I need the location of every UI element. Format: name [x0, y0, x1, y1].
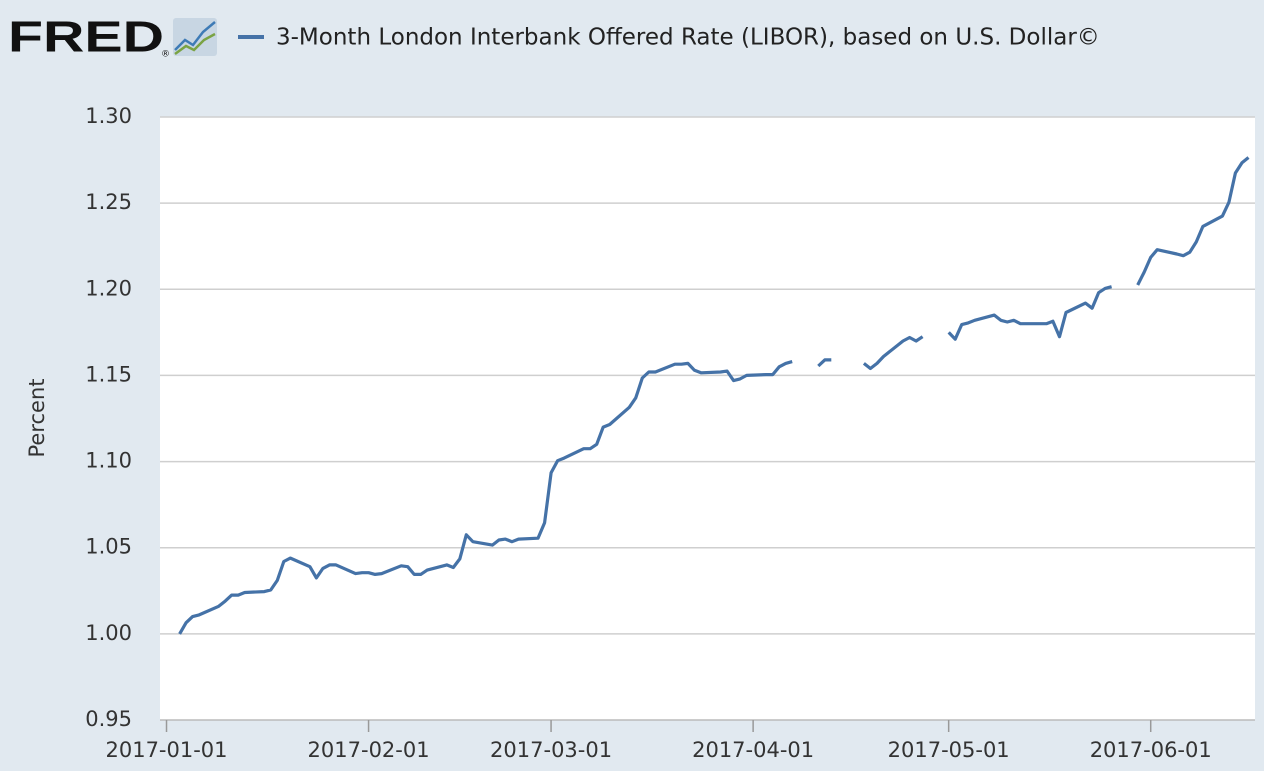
logo: FRED	[8, 13, 164, 62]
y-tick-label: 1.20	[85, 276, 132, 300]
y-tick-label: 1.00	[85, 621, 132, 645]
data-line	[178, 156, 1250, 635]
y-axis-label: Percent	[25, 378, 49, 457]
y-tick-label: 1.10	[85, 449, 132, 473]
x-tick-label: 2017-06-01	[1090, 738, 1212, 762]
y-tick-label: 1.15	[85, 362, 132, 386]
y-tick-label: 0.95	[85, 707, 132, 731]
icon-line	[174, 32, 216, 56]
x-tick-label: 2017-01-01	[105, 738, 227, 762]
logo-icon	[173, 18, 217, 56]
logo-mark: ®	[161, 50, 170, 60]
legend-label: 3-Month London Interbank Offered Rate (L…	[276, 25, 1100, 51]
plot-area	[160, 117, 1255, 720]
icon-line	[174, 21, 216, 51]
x-tick-label: 2017-04-01	[692, 738, 814, 762]
x-tick-label: 2017-05-01	[888, 738, 1010, 762]
x-tick-label: 2017-03-01	[490, 738, 612, 762]
y-tick-label: 1.25	[85, 190, 132, 214]
y-tick-label: 1.05	[85, 535, 132, 559]
x-tick-label: 2017-02-01	[308, 738, 430, 762]
y-tick-label: 1.30	[85, 104, 132, 128]
